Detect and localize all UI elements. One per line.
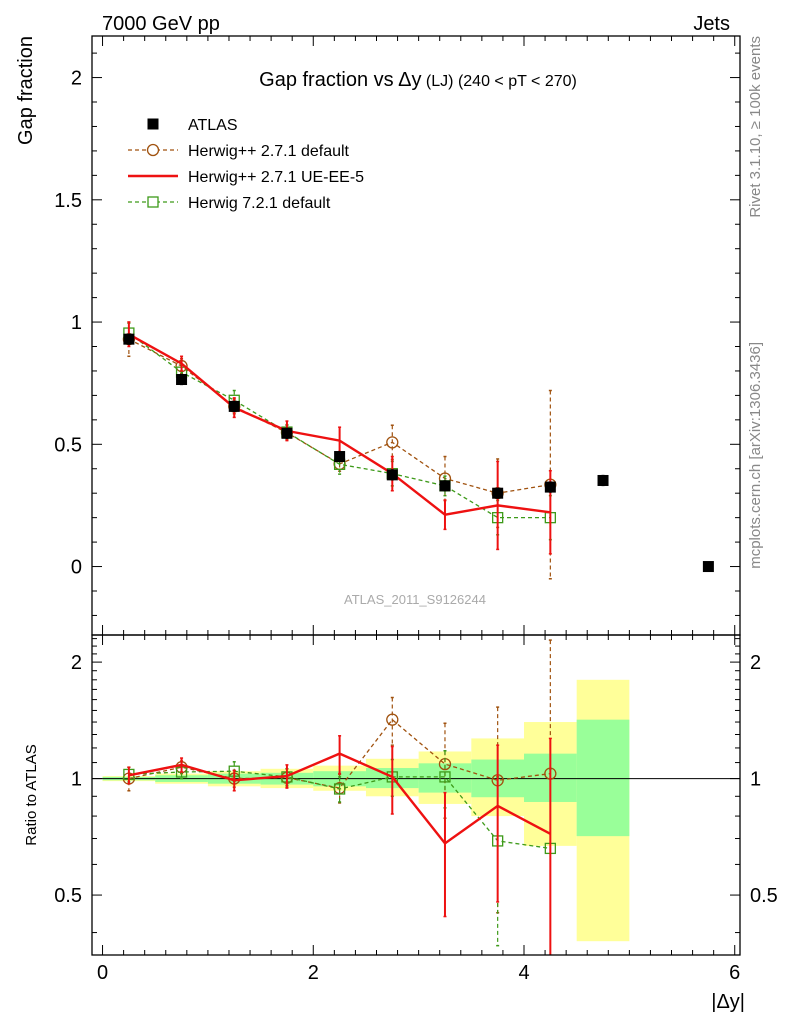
main-point-0-1 — [176, 374, 188, 386]
legend: ATLAS Herwig++ 2.7.1 default Herwig++ 2.7.… — [128, 117, 364, 212]
main-point-0-7 — [492, 487, 504, 499]
main-ytick-label: 1.5 — [54, 190, 82, 212]
ratio-point-2-4 — [333, 783, 346, 795]
main-point-0-4 — [334, 451, 346, 463]
side-text-bottom: mcplots.cern.ch [arXiv:1306.3436] — [747, 342, 764, 569]
watermark: ATLAS_2011_S9126244 — [344, 592, 486, 607]
legend-label-0: ATLAS — [188, 117, 238, 134]
ratio-ytick-label: 2 — [71, 652, 82, 674]
main-ytick-label: 0.5 — [54, 434, 82, 456]
main-point-0-6 — [439, 480, 451, 492]
ratio-ytick-label-right: 2 — [750, 652, 761, 674]
xtick-label: 4 — [518, 962, 529, 984]
header-right: Jets — [693, 13, 730, 35]
legend-marker-1 — [146, 143, 160, 157]
main-point-0-3 — [281, 427, 293, 439]
legend-marker-3 — [147, 196, 159, 208]
ratio-line-1 — [128, 752, 551, 846]
ratio-point-0-5 — [386, 713, 399, 726]
title-main: Gap fraction vs — [259, 69, 394, 91]
side-text-top: Rivet 3.1.10, ≥ 100k events — [747, 36, 764, 218]
main-point-0-8 — [544, 481, 556, 493]
main-ytick-label: 0 — [71, 557, 82, 579]
legend-label-2: Herwig++ 2.7.1 UE-EE-5 — [188, 169, 364, 186]
ratio-ytick-label-right: 1 — [750, 769, 761, 791]
ratio-point-2-6 — [439, 771, 451, 783]
ratio-ytick-label: 0.5 — [54, 885, 82, 907]
main-series-0 — [123, 333, 714, 573]
xtick-label: 0 — [97, 962, 108, 984]
legend-label-3: Herwig 7.2.1 default — [188, 195, 331, 212]
ratio-panel: 0.5 0.5 1 1 2 2 0 2 4 6 — [54, 634, 778, 984]
main-ylabel: Gap fraction — [15, 36, 37, 145]
main-point-0-0 — [123, 333, 135, 345]
legend-marker-0 — [147, 118, 159, 130]
title-cut: (240 < pT < 270) — [458, 73, 577, 90]
xtick-label: 2 — [308, 962, 319, 984]
title-delta: Δy — [398, 69, 421, 91]
main-point-0-9 — [597, 474, 609, 486]
main-point-1-5 — [386, 436, 399, 449]
title-lj: (LJ) — [426, 73, 454, 90]
x-axis-label: |Δy| — [711, 991, 745, 1013]
main-title: Gap fraction vs Δy (LJ) (240 < pT < 270) — [259, 69, 577, 91]
xtick-label: 6 — [729, 962, 740, 984]
ratio-ytick-label: 1 — [71, 769, 82, 791]
header-left: 7000 GeV pp — [102, 13, 220, 35]
ratio-series-1 — [127, 735, 552, 955]
main-ytick-label: 2 — [71, 68, 82, 90]
ratio-frame — [91, 634, 741, 956]
main-point-0-2 — [228, 400, 240, 412]
main-ytick-label: 1 — [71, 312, 82, 334]
ratio-ylabel: Ratio to ATLAS — [23, 744, 40, 845]
legend-label-1: Herwig++ 2.7.1 default — [188, 143, 350, 160]
main-line-3 — [128, 332, 551, 519]
main-point-0-10 — [702, 561, 714, 573]
band-inner-9 — [576, 719, 630, 837]
ratio-ytick-label-right: 0.5 — [750, 885, 778, 907]
main-line-2 — [128, 333, 551, 516]
main-point-0-5 — [386, 469, 398, 481]
